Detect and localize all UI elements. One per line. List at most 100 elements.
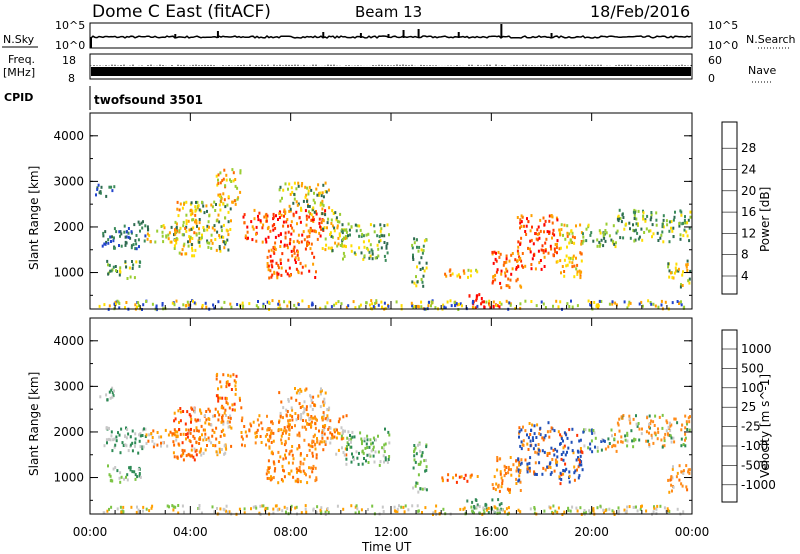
echo-cell — [279, 411, 282, 415]
echo-cell — [239, 171, 242, 175]
echo-cell — [310, 424, 313, 428]
x-tick-label: 00:00 — [73, 525, 108, 539]
echo-cell — [190, 454, 193, 458]
echo-cell — [670, 483, 673, 487]
echo-cell — [313, 433, 316, 437]
echo-cell — [314, 466, 317, 470]
echo-cell — [496, 507, 499, 511]
echo-cell — [444, 272, 447, 276]
echo-cell — [139, 229, 141, 233]
echo-cell — [299, 387, 302, 391]
echo-cell — [351, 430, 354, 434]
echo-cell — [528, 461, 531, 465]
echo-cell — [268, 300, 270, 304]
echo-cell — [686, 488, 689, 492]
echo-cell — [131, 441, 134, 445]
echo-cell — [121, 441, 124, 445]
echo-cell — [229, 414, 232, 418]
echo-cell — [635, 505, 637, 509]
echo-cell — [526, 467, 529, 471]
echo-cell — [103, 242, 106, 246]
echo-cell — [227, 248, 230, 252]
echo-cell — [98, 304, 101, 308]
echo-cell — [455, 473, 457, 477]
echo-cell — [112, 394, 115, 398]
echo-cell — [172, 432, 175, 436]
echo-cell — [688, 468, 691, 472]
echo-cell — [418, 245, 421, 249]
echo-cell — [515, 279, 518, 283]
echo-cell — [415, 238, 418, 242]
echo-cell — [446, 300, 449, 304]
echo-cell — [688, 277, 691, 281]
echo-cell — [673, 215, 676, 219]
echo-cell — [366, 434, 369, 438]
echo-cell — [287, 258, 290, 262]
echo-cell — [420, 454, 423, 458]
echo-cell — [142, 445, 145, 449]
echo-cell — [118, 244, 120, 247]
echo-cell — [607, 445, 610, 449]
echo-cell — [187, 219, 190, 223]
echo-cell — [632, 439, 635, 443]
echo-cell — [130, 244, 133, 248]
echo-cell — [455, 302, 458, 306]
echo-cell — [145, 300, 148, 303]
echo-cell — [322, 219, 325, 223]
echo-cell — [162, 240, 165, 244]
echo-cell — [672, 226, 675, 230]
echo-cell — [372, 445, 375, 449]
echo-cell — [124, 243, 127, 247]
echo-cell — [505, 507, 508, 511]
echo-cell — [119, 269, 121, 273]
echo-cell — [173, 247, 176, 250]
echo-cell — [540, 300, 543, 304]
echo-cell — [544, 306, 547, 309]
echo-cell — [667, 425, 670, 429]
echo-cell — [134, 247, 137, 251]
echo-cell — [215, 437, 218, 441]
echo-cell — [549, 244, 552, 248]
echo-cell — [185, 304, 188, 307]
echo-cell — [350, 225, 353, 229]
echo-cell — [383, 254, 386, 258]
echo-cell — [285, 449, 288, 453]
echo-cell — [686, 221, 689, 225]
echo-cell — [318, 217, 321, 221]
echo-cell — [340, 437, 343, 441]
echo-cell — [520, 259, 523, 263]
echo-cell — [298, 216, 301, 220]
echo-cell — [557, 506, 560, 510]
echo-cell — [211, 434, 214, 438]
echo-cell — [339, 244, 342, 247]
echo-cell — [538, 432, 541, 436]
echo-cell — [582, 232, 584, 236]
echo-cell — [501, 508, 504, 512]
echo-cell — [412, 258, 415, 261]
echo-cell — [560, 435, 563, 439]
echo-cell — [552, 254, 555, 258]
echo-cell — [475, 499, 478, 502]
echo-cell — [300, 271, 303, 275]
echo-cell — [120, 510, 123, 514]
echo-cell — [552, 448, 555, 452]
echo-cell — [573, 236, 576, 240]
echo-cell — [322, 204, 325, 208]
echo-cell — [669, 424, 672, 428]
echo-cell — [319, 225, 322, 229]
echo-cell — [519, 221, 522, 225]
echo-cell — [383, 224, 386, 228]
echo-cell — [210, 233, 213, 237]
echo-cell — [481, 300, 484, 304]
echo-cell — [330, 305, 333, 309]
echo-cell — [602, 232, 605, 236]
echo-cell — [289, 413, 292, 417]
echo-cell — [526, 470, 529, 474]
echo-cell — [221, 416, 223, 419]
echo-cell — [136, 305, 138, 309]
echo-cell — [672, 436, 675, 440]
echo-cell — [336, 504, 339, 508]
echo-cell — [542, 251, 545, 255]
echo-cell — [309, 212, 312, 216]
echo-cell — [147, 439, 150, 443]
